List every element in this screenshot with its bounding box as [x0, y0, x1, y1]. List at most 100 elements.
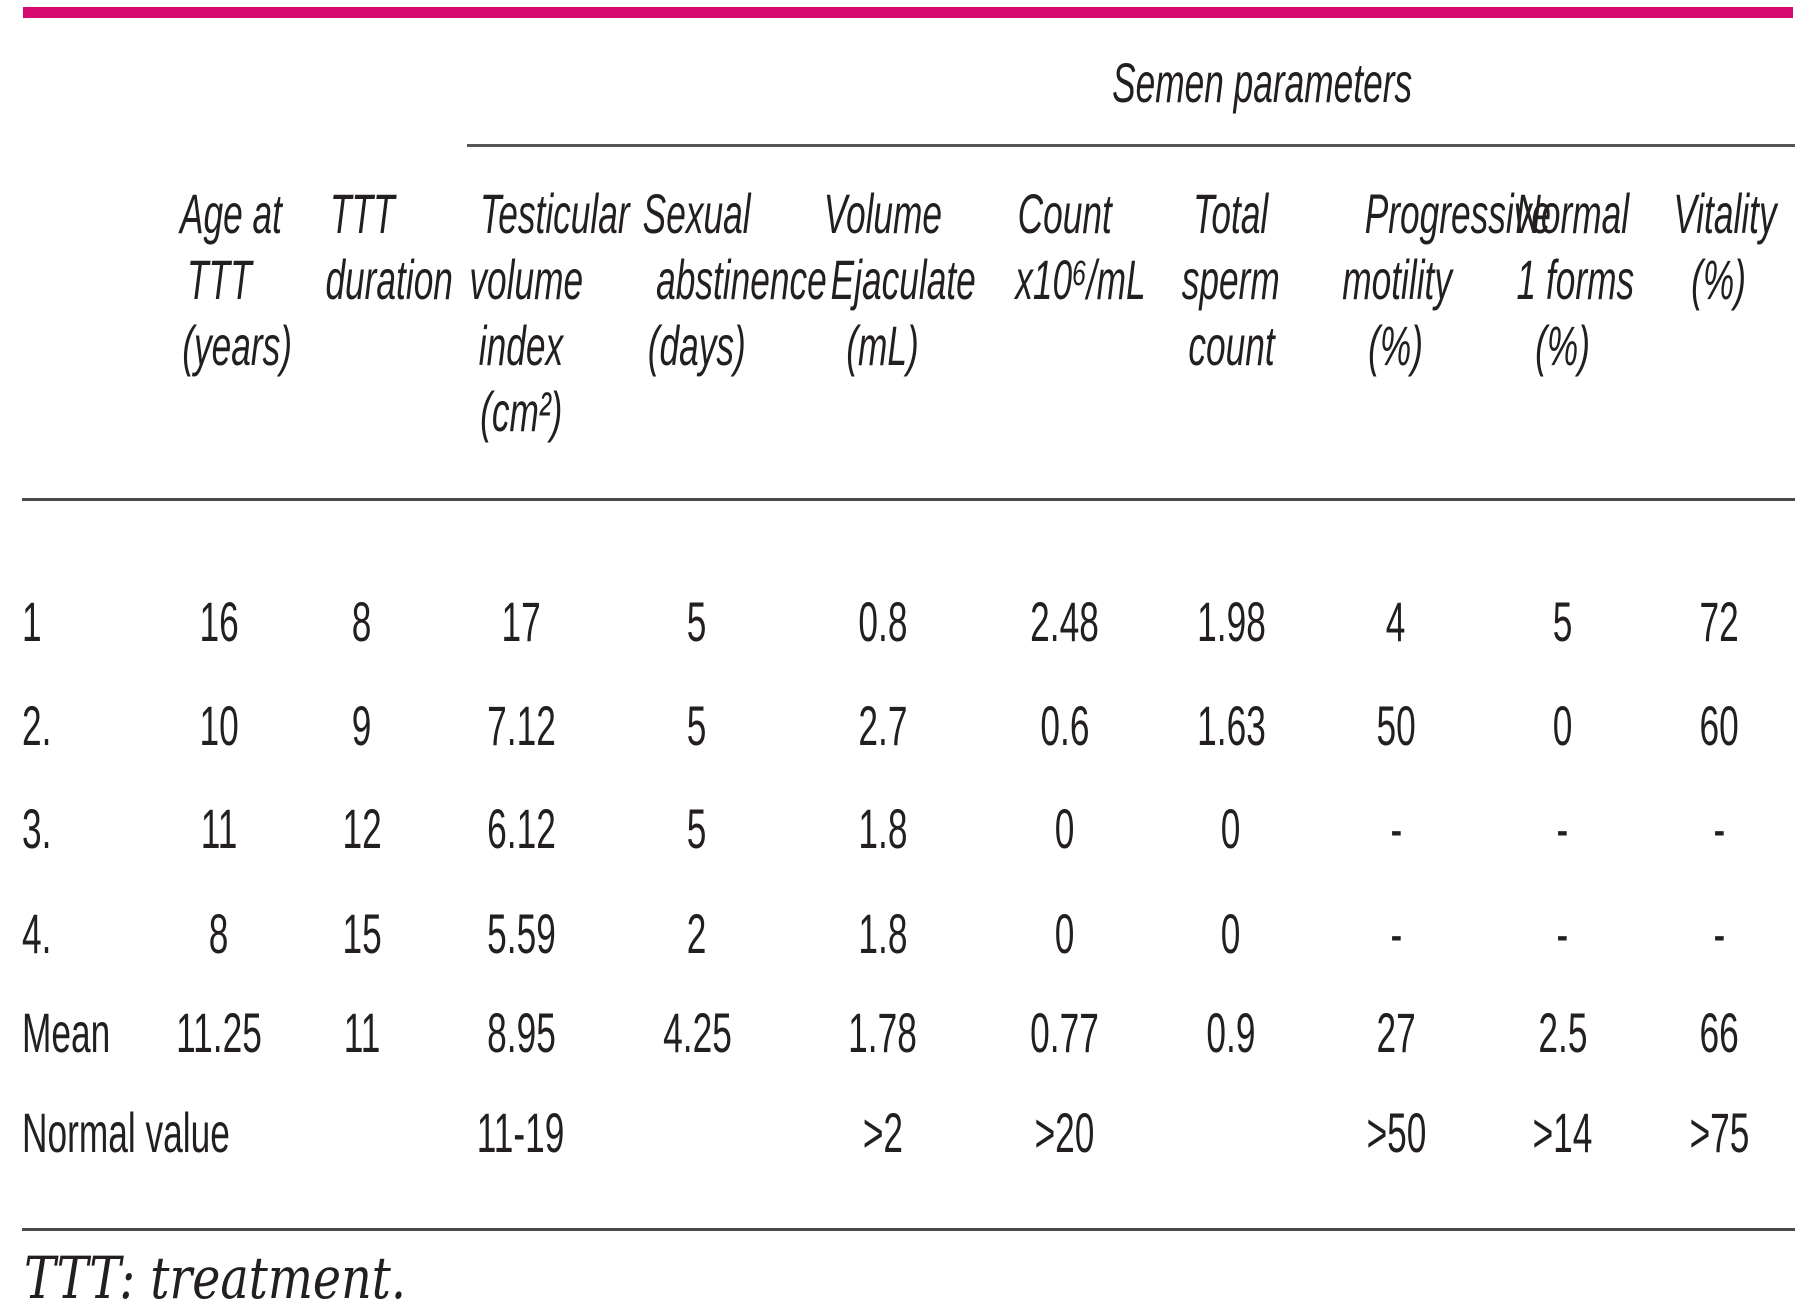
- cell-value: 11: [200, 797, 238, 860]
- cell-value: 72: [1699, 590, 1739, 653]
- header-count: Count x10⁶/mL: [977, 181, 1152, 445]
- header-line: duration: [325, 248, 453, 311]
- cell-value: 5: [687, 590, 707, 653]
- row-label: 2.: [22, 694, 52, 757]
- cell-value: >50: [1366, 1101, 1426, 1164]
- header-volume-ejaculate: Volume Ejaculate (mL): [788, 181, 977, 445]
- header-line: Volume: [823, 182, 942, 245]
- cell-value: 0.9: [1206, 1001, 1256, 1064]
- cell-value: -: [1556, 902, 1569, 965]
- cell-value: >2: [862, 1101, 903, 1164]
- cell-value: -: [1390, 902, 1402, 965]
- header-line: TTT: [186, 248, 252, 311]
- row-label: 1: [22, 590, 42, 653]
- header-normal-forms: Normal 1 forms (%): [1482, 181, 1643, 445]
- group-header-semen-parameters: Semen parameters: [1024, 50, 1424, 116]
- header-line: x10⁶/mL: [1015, 248, 1146, 311]
- cell-value: 60: [1699, 694, 1739, 757]
- header-testicular-volume-index: Testicular volume index (cm²): [436, 181, 629, 445]
- row-label: 3.: [22, 797, 52, 860]
- header-line: Total: [1193, 182, 1269, 245]
- header-divider: [22, 498, 1795, 501]
- table-row-patient-3: 3. 11 12 6.12 5 1.8 0 0 - - -: [0, 796, 1795, 862]
- cell-value: 0.6: [1039, 694, 1090, 757]
- footnote-text: TTT: treatment.: [24, 1244, 406, 1312]
- cell-value: 2.7: [857, 694, 908, 757]
- header-line: (years): [182, 314, 293, 377]
- header-line: (cm²): [479, 380, 563, 443]
- header-line: Count: [1017, 182, 1112, 245]
- table-row-mean: Mean 11.25 11 8.95 4.25 1.78 0.77 0.9 27…: [0, 1000, 1795, 1066]
- cell-value: >75: [1689, 1101, 1749, 1164]
- cell-value: -: [1713, 902, 1725, 965]
- cell-value: 5: [687, 797, 707, 860]
- cell-value: -: [1713, 797, 1725, 860]
- cell-value: 17: [501, 590, 541, 653]
- header-line: index: [478, 314, 564, 377]
- cell-value: 9: [352, 694, 372, 757]
- cell-value: 10: [199, 694, 239, 757]
- group-header-label: Semen parameters: [1112, 51, 1413, 114]
- header-line: volume: [469, 248, 584, 311]
- cell-value: 0: [1221, 902, 1241, 965]
- cell-value: 15: [342, 902, 382, 965]
- header-ttt-duration: TTT duration: [288, 181, 452, 445]
- cell-value: 5.59: [486, 902, 556, 965]
- cell-value: 1.78: [848, 1001, 917, 1064]
- header-line: count: [1187, 314, 1275, 377]
- cell-value: 1.98: [1196, 590, 1266, 653]
- cell-value: 5: [1552, 590, 1573, 653]
- cell-value: 0.8: [857, 590, 908, 653]
- table-footnote: TTT: treatment.: [24, 1246, 490, 1310]
- header-total-sperm-count: Total sperm count: [1152, 181, 1310, 445]
- cell-value: 0: [1552, 694, 1573, 757]
- table-row-normal-value: Normal value 11-19 >2 >20 >50 >14 >75: [0, 1100, 1795, 1166]
- header-line: Progressive: [1364, 182, 1551, 245]
- cell-value: 1.8: [857, 797, 908, 860]
- cell-value: 0.77: [1030, 1001, 1099, 1064]
- cell-value: 16: [199, 590, 239, 653]
- header-line: sperm: [1181, 248, 1281, 311]
- header-sexual-abstinence: Sexual abstinence (days): [606, 181, 827, 445]
- table-row-patient-2: 2. 10 9 7.12 5 2.7 0.6 1.63 50 0 60: [0, 693, 1795, 759]
- header-line: TTT: [329, 182, 395, 245]
- header-progressive-motility: Progressive motility (%): [1310, 181, 1551, 445]
- cell-value: 1.63: [1196, 694, 1266, 757]
- header-line: abstinence: [656, 248, 827, 311]
- cell-value: 6.12: [486, 797, 556, 860]
- cell-value: 11: [343, 1001, 381, 1064]
- header-row-label: [0, 181, 150, 445]
- cell-value: >14: [1532, 1101, 1593, 1164]
- cell-value: 2.5: [1537, 1001, 1588, 1064]
- cell-value: 4: [1386, 590, 1406, 653]
- cell-value: 50: [1376, 694, 1416, 757]
- table-row-patient-4: 4. 8 15 5.59 2 1.8 0 0 - - -: [0, 901, 1795, 967]
- cell-value: 27: [1376, 1001, 1416, 1064]
- header-line: 1 forms: [1516, 248, 1635, 311]
- cell-value: 5: [687, 694, 707, 757]
- cell-value: 2.48: [1030, 590, 1099, 653]
- cell-value: 4.25: [662, 1001, 732, 1064]
- cell-value: 0: [1221, 797, 1241, 860]
- cell-value: 1.8: [857, 902, 908, 965]
- header-line: Testicular: [479, 182, 630, 245]
- cell-value: >20: [1034, 1101, 1095, 1164]
- row-label: Mean: [22, 1001, 111, 1064]
- table-row-patient-1: 1 16 8 17 5 0.8 2.48 1.98 4 5 72: [0, 589, 1795, 655]
- row-label: Normal value: [22, 1101, 230, 1164]
- header-line: (mL): [846, 314, 919, 377]
- cell-value: 11-19: [477, 1101, 565, 1164]
- cell-value: 8: [209, 902, 229, 965]
- cell-value: 11.25: [176, 1001, 262, 1064]
- cell-value: 0: [1054, 797, 1075, 860]
- cell-value: 8.95: [486, 1001, 556, 1064]
- header-line: motility: [1342, 248, 1453, 311]
- cell-value: 8: [352, 590, 372, 653]
- header-line: Age at: [179, 182, 282, 245]
- cell-value: 66: [1699, 1001, 1739, 1064]
- footer-divider: [22, 1228, 1795, 1231]
- cell-value: 7.12: [486, 694, 556, 757]
- header-line: Ejaculate: [830, 248, 976, 311]
- row-label: 4.: [22, 902, 52, 965]
- cell-value: 0: [1054, 902, 1075, 965]
